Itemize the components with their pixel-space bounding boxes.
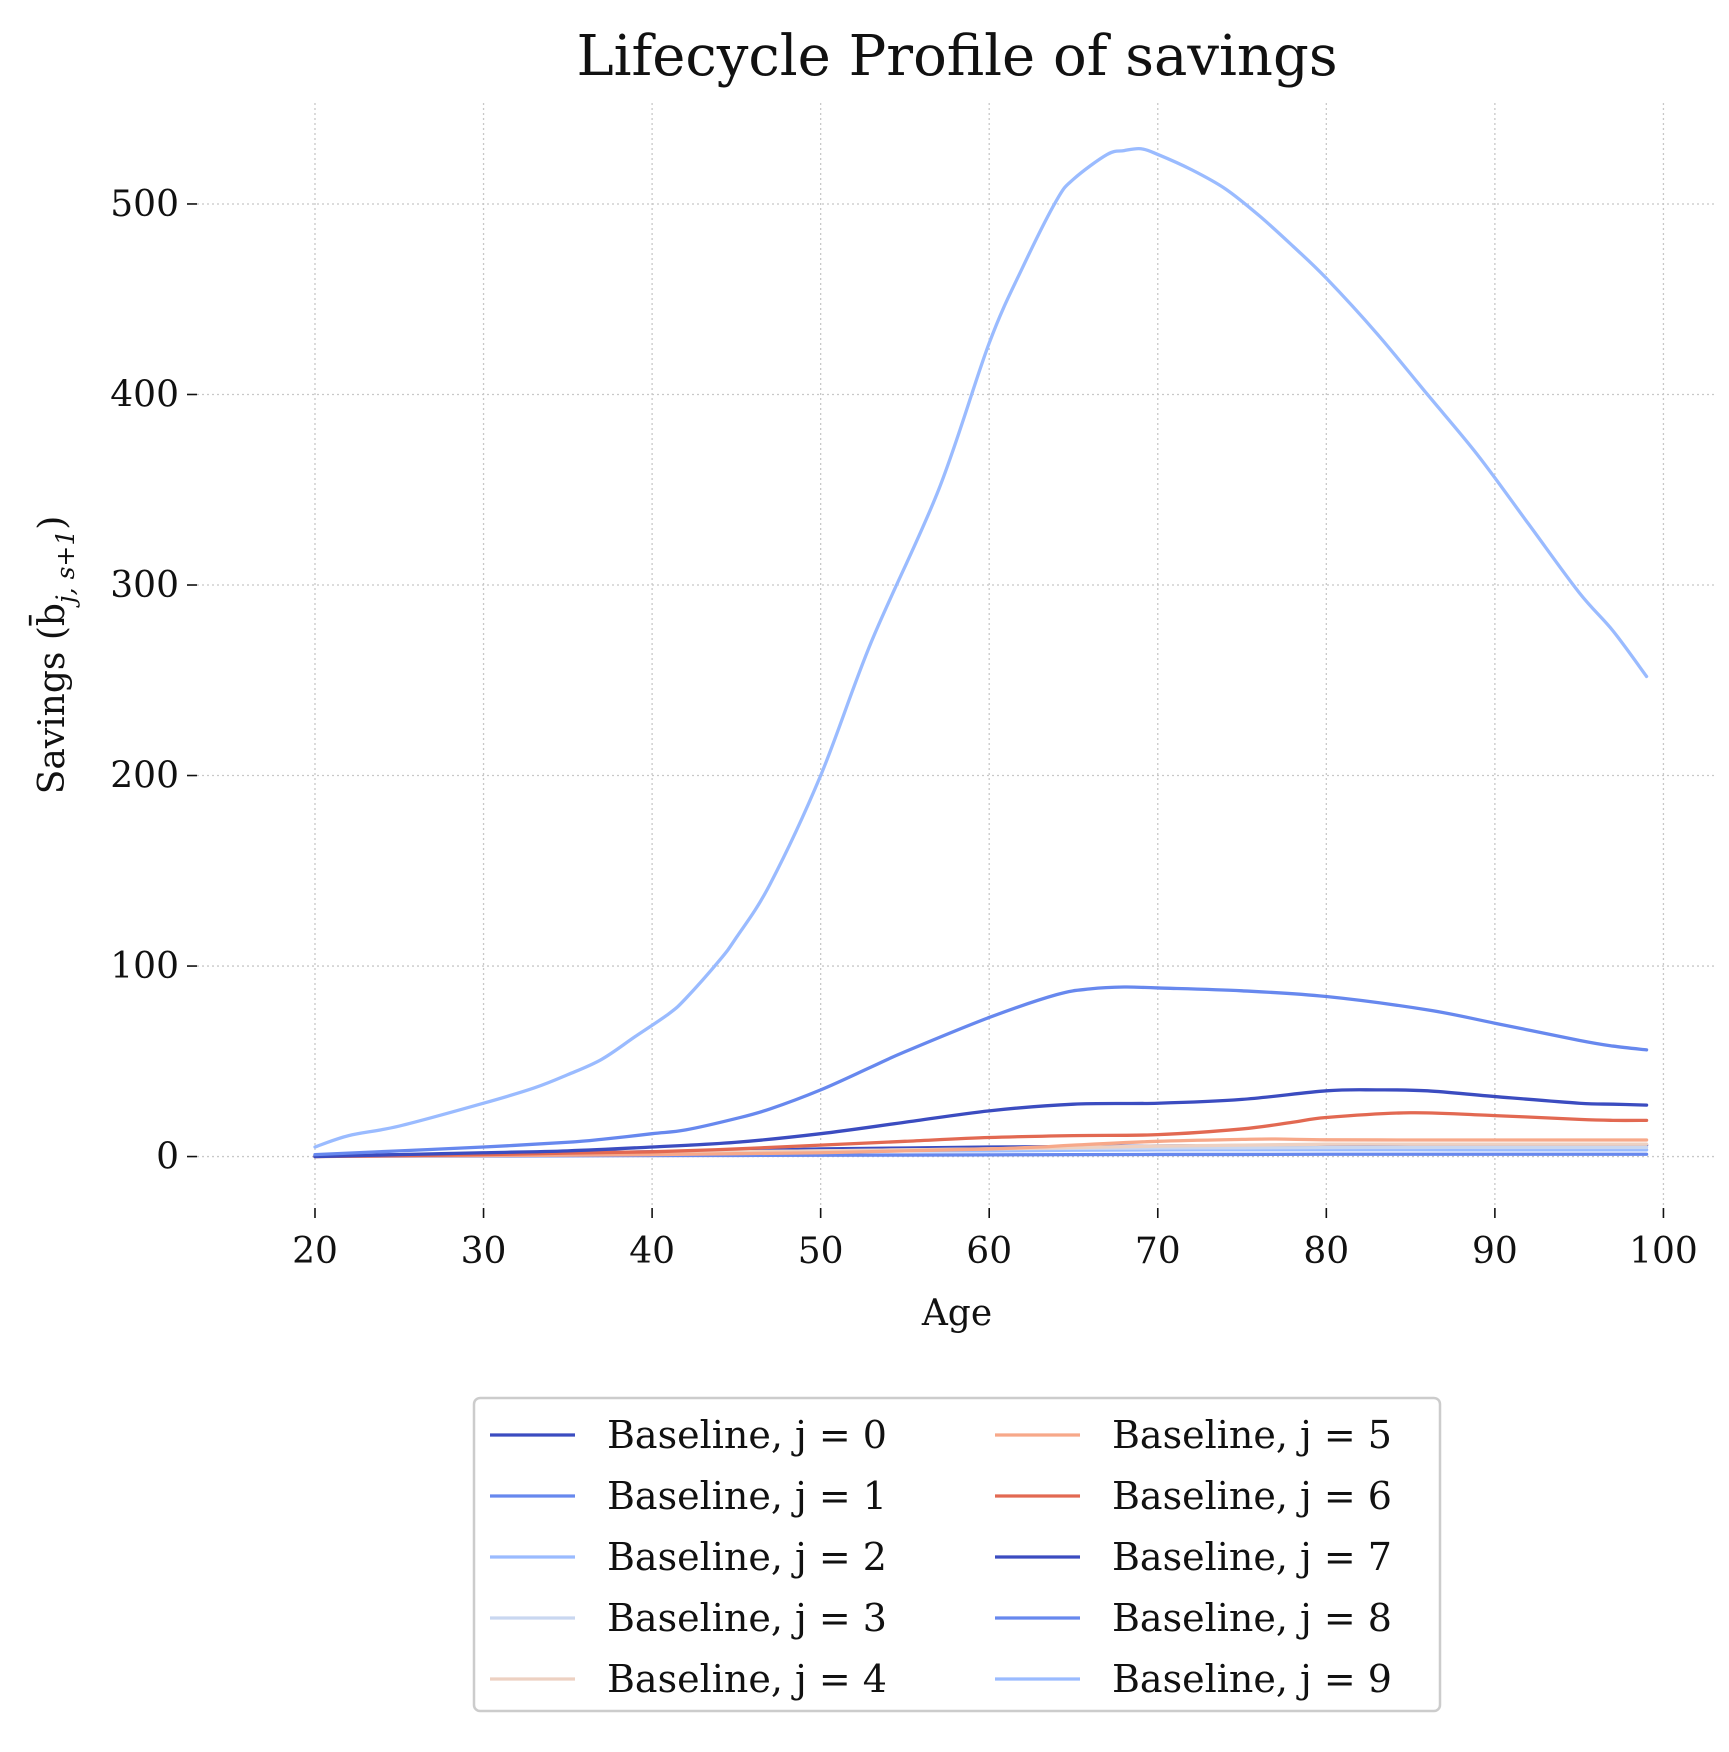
chart-title: Lifecycle Profile of savings bbox=[576, 24, 1337, 89]
series-line-j6 bbox=[313, 1111, 1649, 1159]
x-tick-label: 40 bbox=[629, 1231, 675, 1272]
axis-ticks: 20 30 40 50 60 70 80 90 100 0 100 200 300 400 500 bbox=[110, 184, 1698, 1272]
legend-label-j9: Baseline, j = 9 bbox=[1112, 1657, 1392, 1701]
legend-label-j8: Baseline, j = 8 bbox=[1112, 1596, 1392, 1640]
y-tick-label: 100 bbox=[110, 946, 179, 987]
x-tick-label: 60 bbox=[966, 1231, 1012, 1272]
x-tick-label: 20 bbox=[292, 1231, 338, 1272]
y-tick-label: 0 bbox=[156, 1137, 179, 1178]
legend-label-j1: Baseline, j = 1 bbox=[607, 1474, 887, 1518]
legend-label-j7: Baseline, j = 7 bbox=[1112, 1535, 1392, 1579]
legend: Baseline, j = 0 Baseline, j = 1 Baseline, … bbox=[472, 1396, 1442, 1713]
y-tick-label: 200 bbox=[110, 756, 179, 797]
y-axis-label-main: Savings (b̄ bbox=[29, 603, 73, 794]
y-axis-label-close: ) bbox=[32, 516, 73, 530]
y-axis-label-subscript: j, s+1 bbox=[51, 530, 80, 608]
y-tick-label: 500 bbox=[110, 184, 179, 225]
series-line-j5 bbox=[313, 1137, 1649, 1158]
x-tick-label: 50 bbox=[798, 1231, 844, 1272]
x-tick-label: 70 bbox=[1135, 1231, 1181, 1272]
legend-label-j0: Baseline, j = 0 bbox=[607, 1413, 887, 1457]
series-line-j9 bbox=[313, 146, 1649, 1149]
y-tick-label: 400 bbox=[110, 374, 179, 415]
y-axis-label: Savings (b̄j, s+1) bbox=[29, 516, 80, 795]
x-tick-label: 30 bbox=[461, 1231, 507, 1272]
series-lines bbox=[313, 146, 1649, 1159]
x-tick-label: 80 bbox=[1303, 1231, 1349, 1272]
legend-label-j3: Baseline, j = 3 bbox=[607, 1596, 887, 1640]
x-tick-label: 100 bbox=[1629, 1231, 1698, 1272]
y-tick-label: 300 bbox=[110, 565, 179, 606]
legend-label-j2: Baseline, j = 2 bbox=[607, 1535, 887, 1579]
gridlines bbox=[197, 103, 1714, 1208]
legend-label-j4: Baseline, j = 4 bbox=[607, 1657, 887, 1701]
legend-label-j5: Baseline, j = 5 bbox=[1112, 1413, 1392, 1457]
x-tick-label: 90 bbox=[1472, 1231, 1518, 1272]
legend-label-j6: Baseline, j = 6 bbox=[1112, 1474, 1392, 1518]
x-axis-label: Age bbox=[921, 1293, 992, 1334]
series-line-j7 bbox=[313, 1088, 1649, 1159]
legend-frame bbox=[472, 1396, 1442, 1713]
series-line-j8 bbox=[313, 985, 1649, 1157]
